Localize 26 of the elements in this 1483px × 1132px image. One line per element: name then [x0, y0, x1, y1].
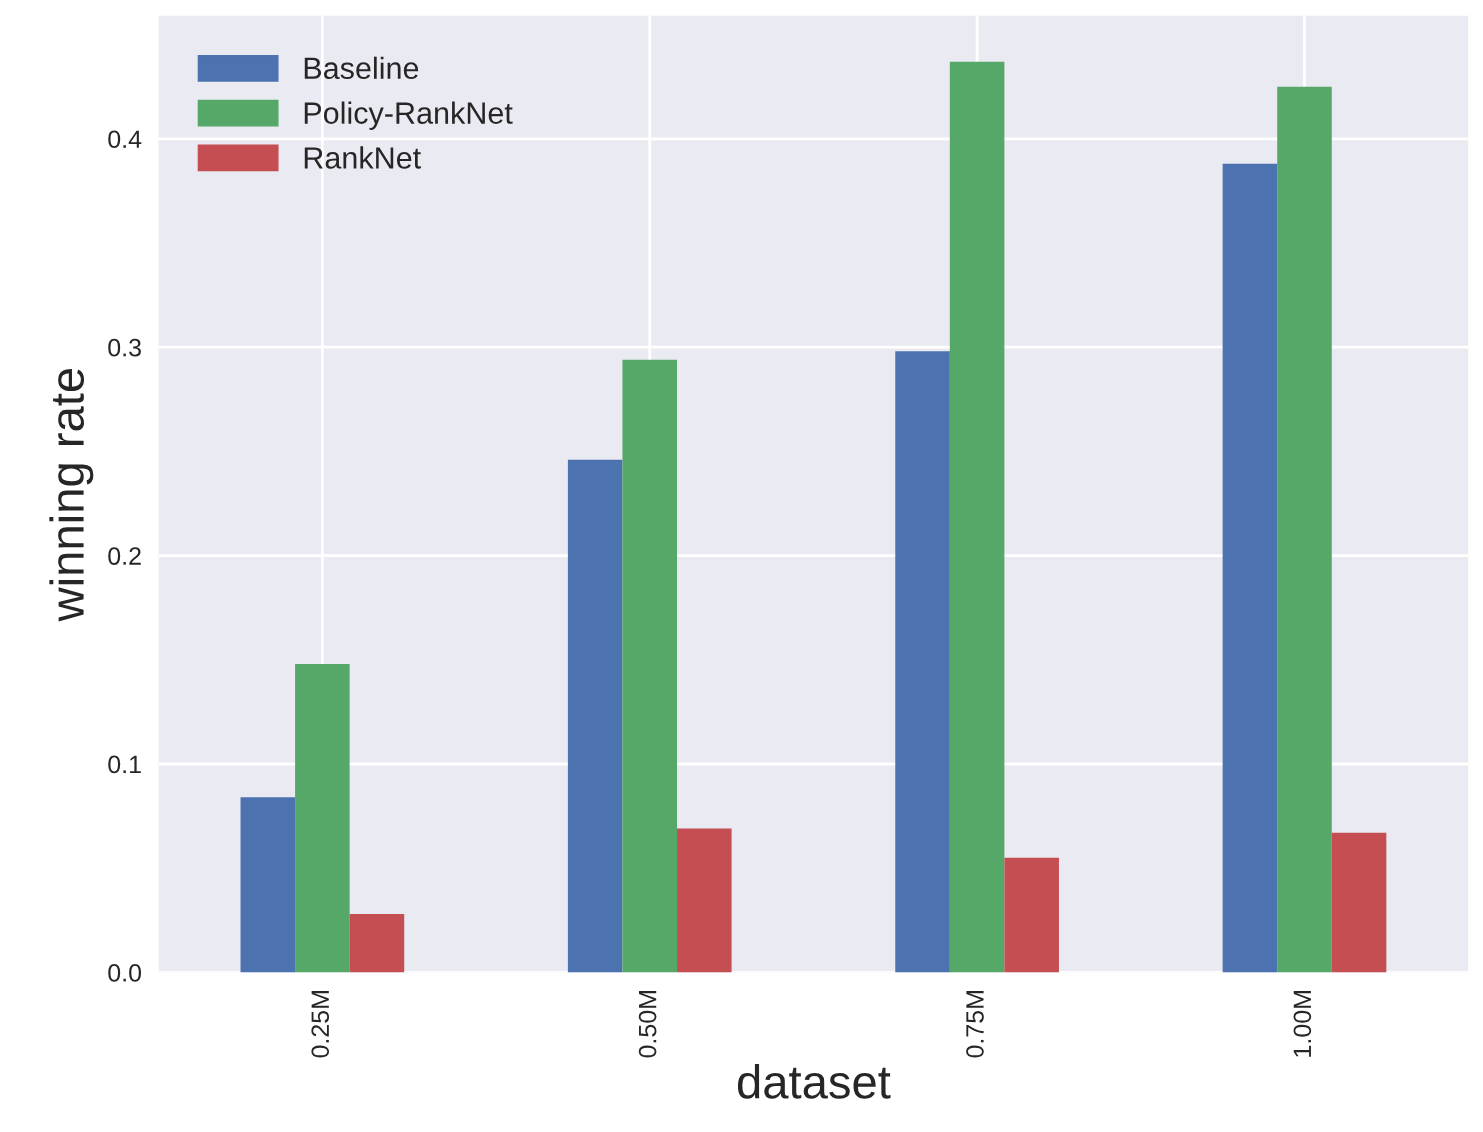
- legend-label: RankNet: [304, 146, 421, 169]
- y-tick-label: 0.4: [108, 130, 142, 149]
- bar: [895, 351, 950, 973]
- x-tick-label: 1.00M: [1293, 991, 1312, 1057]
- bar: [349, 914, 405, 973]
- y-tick-label: 0.3: [108, 338, 141, 357]
- x-tick-label: 0.75M: [966, 991, 984, 1058]
- x-axis-title: dataset: [737, 1064, 891, 1099]
- bar: [1331, 832, 1387, 973]
- bar: [295, 663, 350, 973]
- x-tick-label: 0.50M: [638, 991, 657, 1058]
- bar: [567, 459, 623, 973]
- legend-label: Baseline: [304, 56, 419, 80]
- bar: [1277, 86, 1332, 973]
- y-tick-label: 0.2: [108, 547, 141, 565]
- bar: [622, 359, 678, 973]
- bar: [949, 61, 1005, 973]
- x-tick-label: 0.25M: [311, 991, 330, 1058]
- bar: [677, 828, 732, 973]
- bar: [1004, 857, 1059, 973]
- bar: [240, 797, 296, 973]
- legend-label: Policy-RankNet: [304, 101, 513, 130]
- y-tick-label: 0.0: [108, 963, 142, 982]
- bar: [1222, 163, 1278, 973]
- y-tick-label: 0.1: [108, 755, 141, 774]
- y-axis-title: winning rate: [49, 368, 94, 622]
